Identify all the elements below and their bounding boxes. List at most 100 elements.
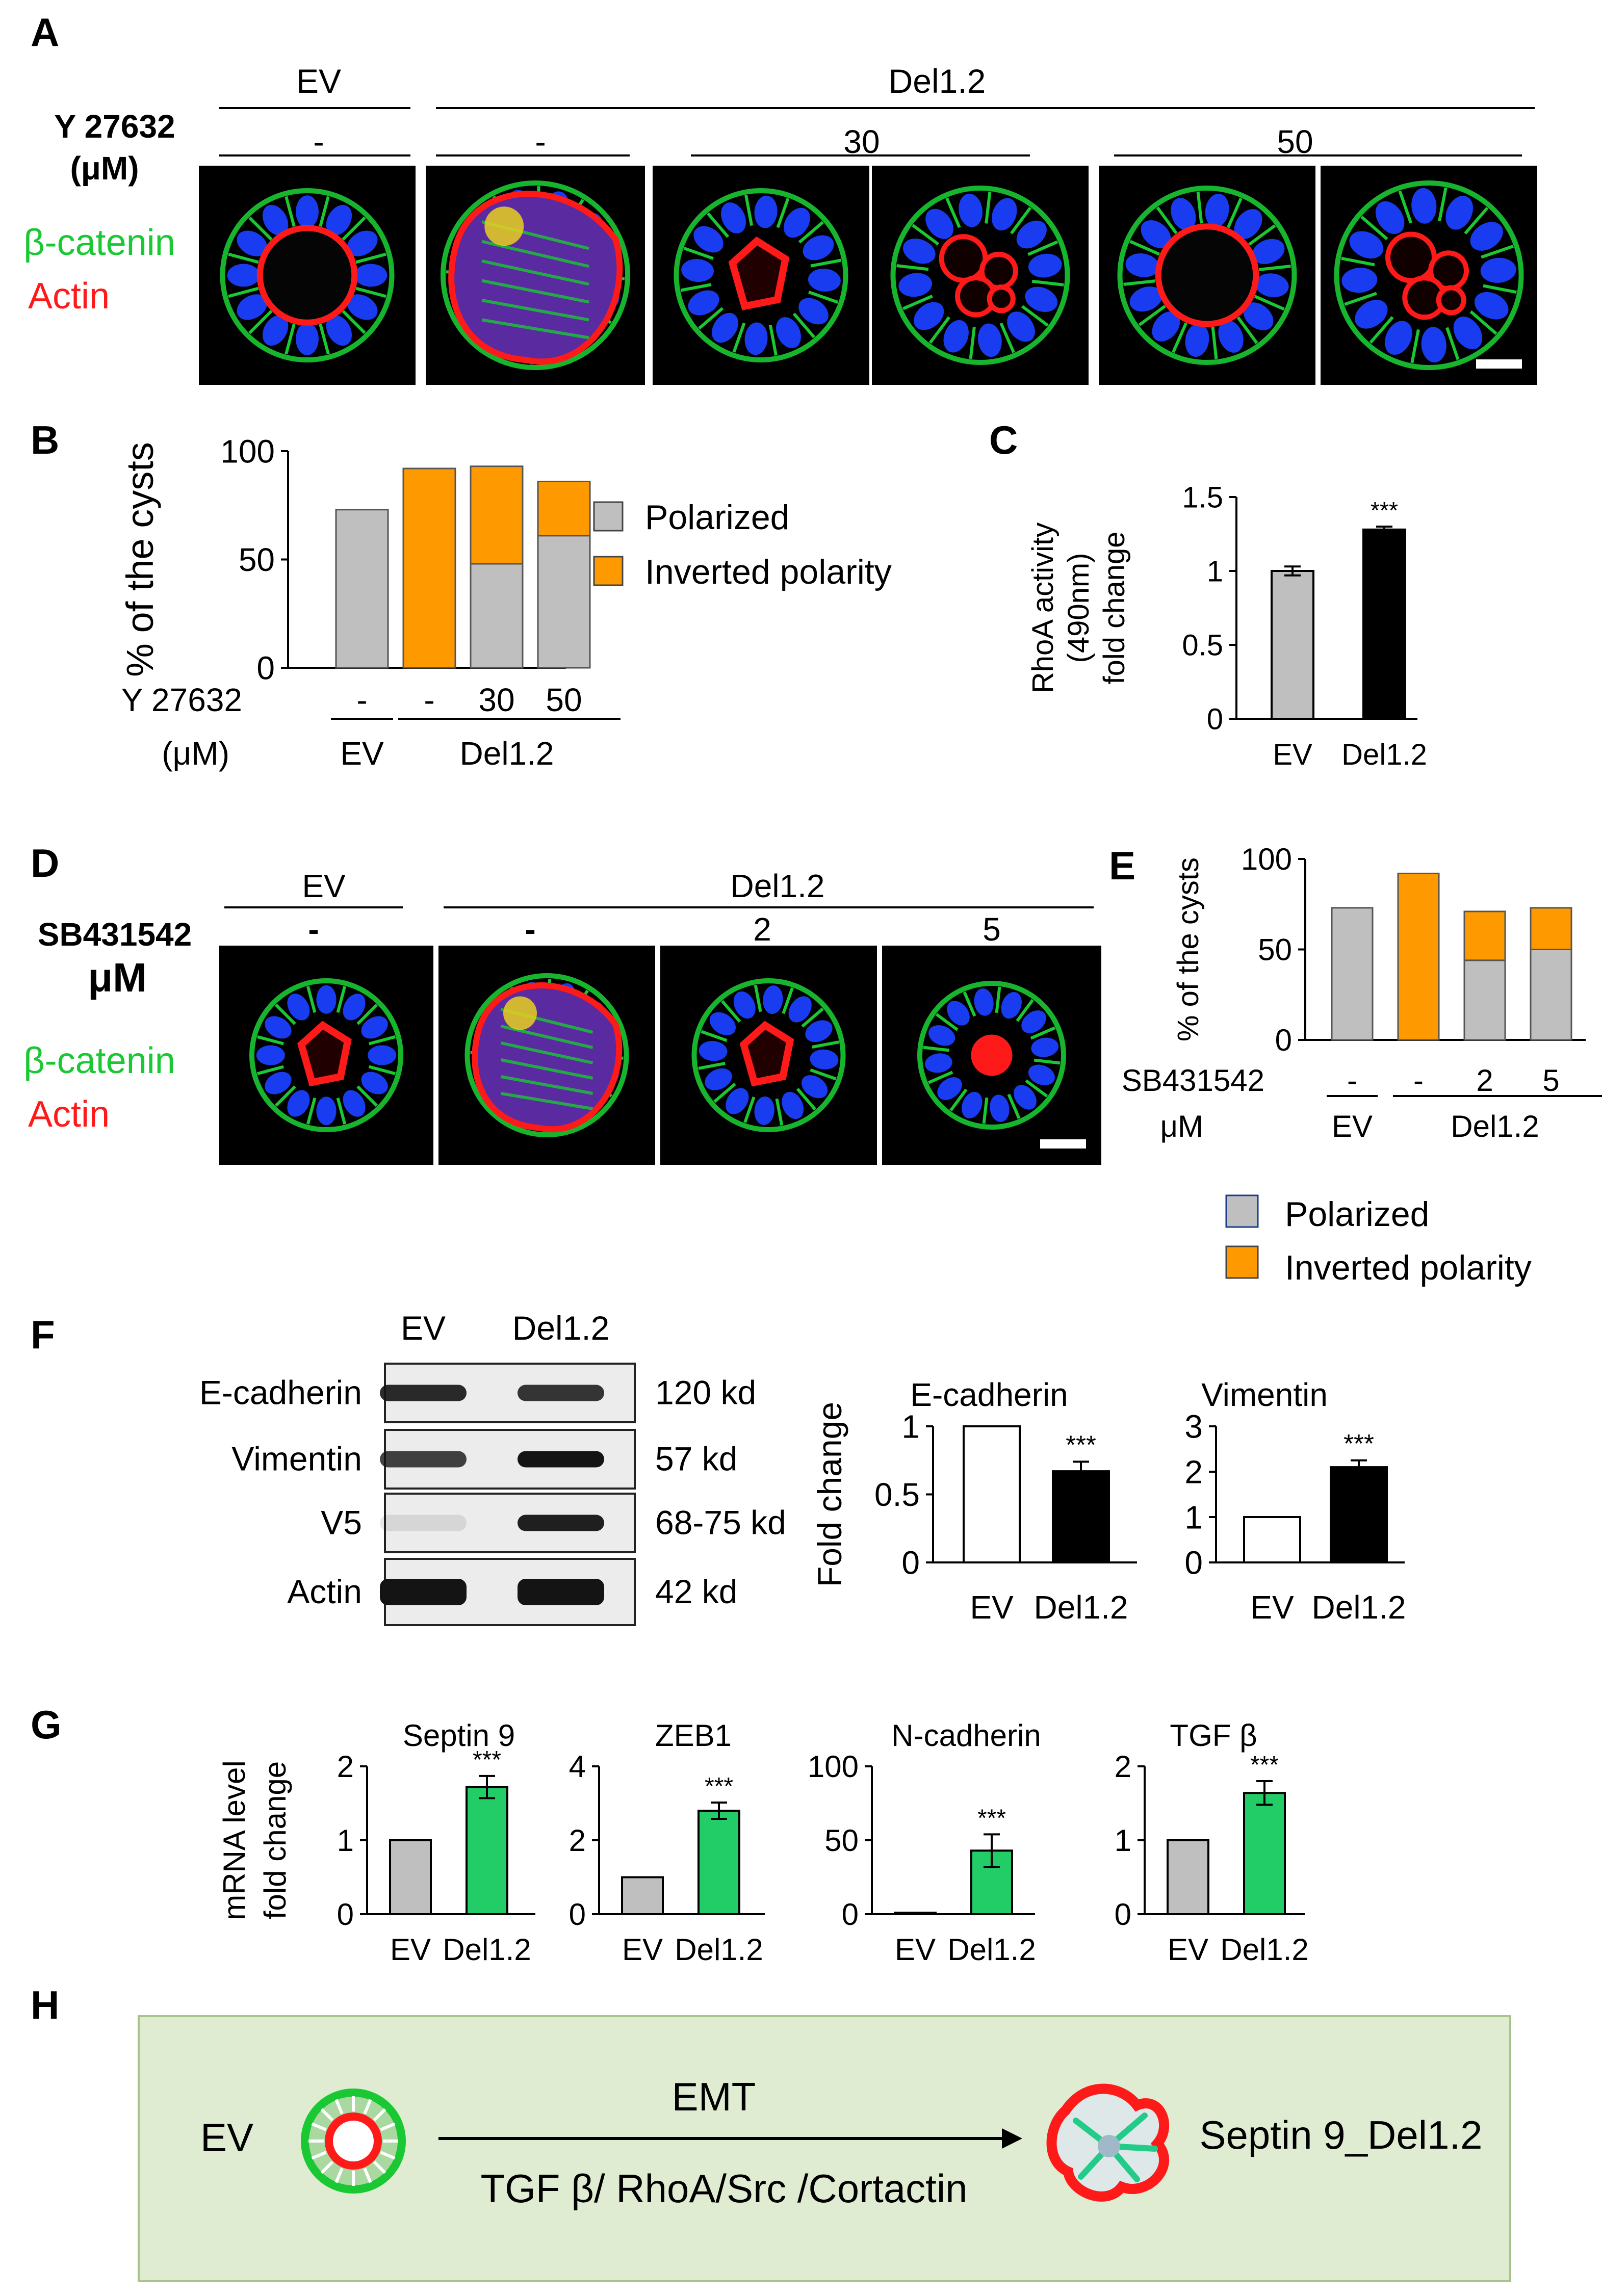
panel-d-stain-actin: Actin — [28, 1094, 110, 1135]
x-tick-label: Del1.2 — [947, 1933, 1036, 1967]
chart-title: N-cadherin — [891, 1718, 1041, 1753]
x-tick-label: Del1.2 — [1220, 1933, 1308, 1967]
x-tick-label: EV — [622, 1933, 663, 1967]
legend-b-inverted: Inverted polarity — [645, 553, 892, 591]
x-tick-label: - — [424, 682, 434, 718]
legend-b-swatch-inverted — [593, 556, 624, 586]
x-tick-label: - — [1347, 1063, 1357, 1098]
panel-a-treatment-name: Y 27632 — [54, 108, 175, 145]
significance-mark: *** — [1066, 1430, 1096, 1459]
blot-band — [380, 1579, 467, 1605]
y-tick-label: 2 — [569, 1823, 586, 1858]
x-tick-label: 5 — [1542, 1063, 1559, 1098]
x-tick-label: Del1.2 — [1312, 1589, 1406, 1626]
bar-del1-2 — [466, 1786, 508, 1916]
micrograph-1 — [219, 946, 433, 1165]
panel-a-stain-catenin: β-catenin — [23, 222, 175, 263]
blot-size-label: 68-75 kd — [655, 1504, 786, 1542]
y-tick-label: 1 — [337, 1823, 354, 1858]
polarized-cyst-icon — [301, 2089, 406, 2194]
bar-polarized — [1463, 959, 1506, 1041]
x-tick-label: Del1.2 — [675, 1933, 763, 1967]
bar-polarized — [537, 535, 591, 669]
bar-inverted-polarity — [470, 465, 524, 565]
bar-polarized — [470, 563, 524, 669]
micrograph-1 — [199, 166, 416, 385]
micrograph-2 — [426, 166, 645, 385]
chart-title: TGF β — [1170, 1718, 1257, 1753]
bar-del1-2 — [1052, 1470, 1110, 1564]
panel-d-stain-catenin: β-catenin — [23, 1040, 175, 1081]
panel-label-a: A — [31, 10, 59, 55]
y-tick-label: 0.5 — [874, 1476, 920, 1513]
x-axis-label-unit: (μM) — [162, 735, 229, 772]
panel-a-stain-actin: Actin — [28, 276, 110, 317]
panel-h-right-label: Septin 9_Del1.2 — [1199, 2112, 1482, 2157]
bar-ev — [894, 1912, 937, 1916]
x-tick-label: Del1.2 — [1341, 738, 1427, 771]
bar-ev — [1243, 1516, 1301, 1563]
group-label: EV — [340, 735, 384, 772]
panel-d-micrographs — [219, 946, 1101, 1165]
blot-protein-label: Vimentin — [231, 1440, 362, 1478]
panel-c-chart: 0 0.5 1 1.5 EV *** Del1.2 RhoA activity (490nm) f… — [1026, 481, 1427, 771]
legend-e-swatch-inverted — [1225, 1245, 1259, 1279]
blot-band — [518, 1515, 604, 1531]
significance-mark: *** — [1343, 1429, 1374, 1458]
blot-band — [518, 1385, 604, 1401]
x-tick-label: - — [356, 682, 367, 718]
y-tick-label: 0 — [1184, 1544, 1203, 1581]
panel-label-e: E — [1109, 843, 1135, 888]
bar-inverted-polarity — [537, 481, 591, 537]
blot-row: V5 68-75 kd — [321, 1493, 786, 1553]
blot-band — [380, 1385, 467, 1401]
x-tick-label: - — [1413, 1063, 1424, 1098]
y-axis-label: % of the cysts — [1172, 857, 1205, 1041]
y-tick-label: 50 — [1258, 933, 1292, 967]
blot-col-ev: EV — [401, 1309, 446, 1347]
significance-mark: *** — [1250, 1752, 1279, 1779]
chart-title: ZEB1 — [655, 1718, 732, 1753]
panel-a-dose-ev: - — [313, 123, 324, 160]
micrograph-5 — [1099, 166, 1315, 385]
y-tick-label: 100 — [220, 433, 275, 469]
group-label: EV — [1332, 1109, 1373, 1143]
x-tick-label: 50 — [546, 682, 582, 718]
y-tick-label: 0.5 — [1182, 629, 1223, 662]
blot-row: Vimentin 57 kd — [231, 1429, 737, 1490]
y-tick-label: 0 — [337, 1897, 354, 1932]
panel-a: EV Del1.2 Y 27632 (μM) - - 30 50 β-caten… — [23, 62, 1537, 385]
blot-protein-label: E-cadherin — [199, 1374, 362, 1412]
panel-label-c: C — [989, 418, 1018, 462]
panel-d-treatment-unit: μM — [88, 955, 147, 1000]
panel-d-treatment-name: SB431542 — [38, 916, 192, 953]
blot-protein-label: Actin — [287, 1573, 362, 1610]
panel-label-d: D — [31, 841, 59, 885]
legend-b-swatch-polarized — [593, 501, 624, 532]
chart-title: Septin 9 — [403, 1718, 515, 1753]
panel-d-dose-5: 5 — [983, 911, 1001, 948]
panel-b-chart: 0 50 100 - - 30 50 % of the cysts EV Del1.2 Y 2763… — [119, 433, 621, 772]
x-axis-label-name: Y 27632 — [121, 682, 242, 718]
panel-a-dose-30: 30 — [843, 123, 880, 160]
bar-ev — [1167, 1839, 1209, 1915]
significance-mark: *** — [473, 1746, 501, 1773]
blot-band — [380, 1451, 467, 1468]
micrograph-6 — [1321, 166, 1537, 385]
y-tick-label: 50 — [824, 1823, 859, 1858]
legend-e-swatch-polarized — [1225, 1194, 1259, 1228]
panel-g-chart-tgfb: TGF β 0 1 2 EV *** Del1.2 — [1115, 1718, 1309, 1967]
legend-b-polarized: Polarized — [645, 498, 790, 537]
x-tick-label: EV — [970, 1589, 1014, 1626]
group-label: Del1.2 — [1451, 1109, 1539, 1143]
panel-a-group-del: Del1.2 — [889, 62, 986, 100]
panel-d-group-del: Del1.2 — [731, 868, 825, 904]
bar-del1-2 — [1330, 1466, 1388, 1564]
y-tick-label: 0 — [901, 1544, 920, 1581]
panel-a-dose-50: 50 — [1277, 123, 1313, 160]
inverted-cyst-icon — [1046, 2083, 1170, 2202]
panel-h-emt: EMT — [672, 2074, 756, 2119]
blot-row: E-cadherin 120 kd — [199, 1363, 756, 1423]
bar-ev — [1271, 570, 1314, 720]
x-tick-label: EV — [1250, 1589, 1294, 1626]
